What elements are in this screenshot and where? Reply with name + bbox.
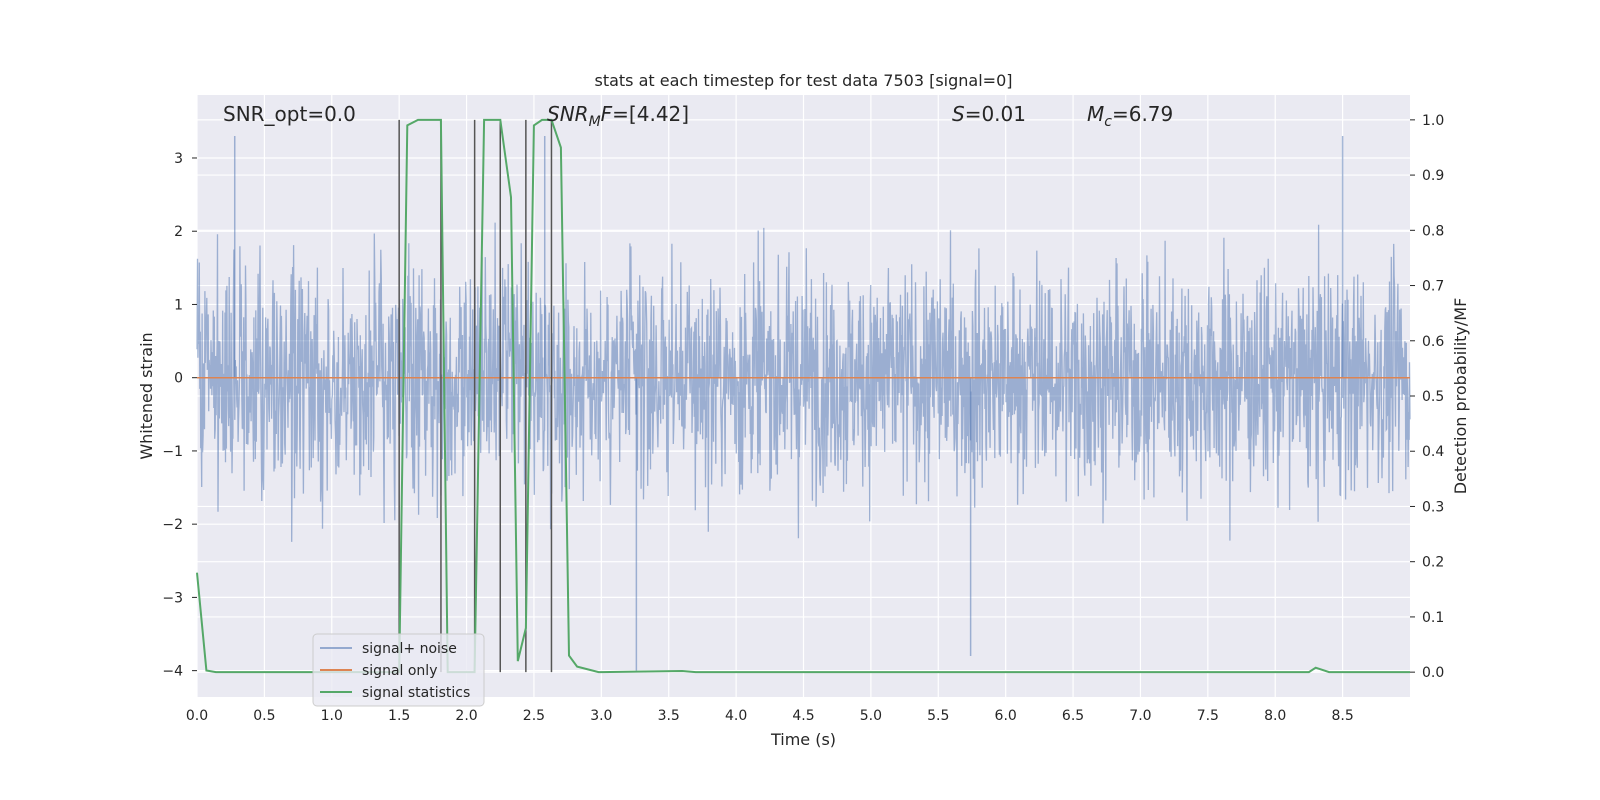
x-tick-label: 3.5 <box>658 708 680 724</box>
y-right-tick-label: 1.0 <box>1422 113 1444 129</box>
x-tick-label: 6.5 <box>1062 708 1084 724</box>
x-tick-label: 5.5 <box>927 708 949 724</box>
y-tick-label: −3 <box>162 590 183 606</box>
x-tick-label: 6.0 <box>995 708 1017 724</box>
series-signal-statistics <box>196 118 1410 674</box>
x-tick-label: 8.0 <box>1264 708 1286 724</box>
annotation-mc-subscript: c <box>1104 114 1112 130</box>
y-tick-label: 2 <box>174 224 183 240</box>
y-tick-label: −2 <box>162 517 183 533</box>
y-axis-ticks: −4 −3 −2 −1 0 1 2 3 <box>162 151 197 680</box>
annotation-snr-mf-value: =[4.42] <box>612 102 689 126</box>
legend-label-signal-statistics: signal statistics <box>362 685 470 701</box>
y-right-tick-label: 0.3 <box>1422 499 1444 515</box>
x-tick-label: 1.0 <box>321 708 343 724</box>
legend-box <box>312 633 485 707</box>
y-right-tick-label: 0.9 <box>1422 168 1444 184</box>
legend-label-signal-only: signal only <box>362 663 437 679</box>
x-tick-label: 2.5 <box>523 708 545 724</box>
annotation-mc-value: =6.79 <box>1112 102 1173 126</box>
x-tick-label: 1.5 <box>388 708 410 724</box>
legend: signal+ noise signal only signal statist… <box>312 633 485 707</box>
annotation-snr-opt: SNR_opt=0.0 <box>223 102 356 126</box>
chart-title: stats at each timestep for test data 750… <box>594 71 1012 90</box>
y-tick-label: 0 <box>174 371 183 387</box>
y-right-tick-label: 0.1 <box>1422 610 1444 626</box>
x-tick-label: 7.5 <box>1197 708 1219 724</box>
y-tick-label: −4 <box>162 664 183 680</box>
x-tick-label: 4.0 <box>725 708 747 724</box>
y-tick-label: 3 <box>174 151 183 167</box>
y-right-tick-label: 0.7 <box>1422 279 1444 295</box>
x-tick-label: 0.5 <box>253 708 275 724</box>
y-axis-label: Whitened strain <box>137 332 156 459</box>
y-right-tick-label: 0.2 <box>1422 555 1444 571</box>
y-right-tick-label: 0.8 <box>1422 223 1444 239</box>
y-right-tick-label: 0.5 <box>1422 389 1444 405</box>
y-tick-label: −1 <box>162 444 183 460</box>
x-tick-label: 8.5 <box>1331 708 1353 724</box>
annotation-s-symbol: S <box>952 102 965 126</box>
annotation-mc: Mc=6.79 <box>1087 102 1173 130</box>
signal-statistics-line <box>196 118 1410 674</box>
annotation-snr-mf-subscript: M <box>589 114 601 130</box>
annotation-snr-mf: SNRMF=[4.42] <box>547 102 689 130</box>
legend-label-signal-noise: signal+ noise <box>362 641 457 657</box>
annotation-snr-mf-symbol: SNR <box>547 102 589 126</box>
x-tick-label: 5.0 <box>860 708 882 724</box>
x-tick-label: 7.0 <box>1129 708 1151 724</box>
x-axis-ticks: 0.0 0.5 1.0 1.5 2.0 2.5 3.0 3.5 4.0 4.5 5.0 5.5 6.0 6… <box>186 708 1354 724</box>
x-tick-label: 3.0 <box>590 708 612 724</box>
y-tick-label: 1 <box>174 297 183 313</box>
y-right-tick-label: 0.4 <box>1422 444 1444 460</box>
y-right-tick-label: 0.0 <box>1422 665 1444 681</box>
y-right-tick-label: 0.6 <box>1422 334 1444 350</box>
x-tick-label: 2.0 <box>455 708 477 724</box>
annotation-s-value: =0.01 <box>965 102 1026 126</box>
y-right-axis-label: Detection probability/MF <box>1451 298 1470 495</box>
annotation-snr-mf-symbol2: F <box>601 102 613 126</box>
annotation-s: S=0.01 <box>952 102 1026 126</box>
x-axis-label: Time (s) <box>770 730 836 749</box>
x-tick-label: 4.5 <box>792 708 814 724</box>
annotation-mc-symbol: M <box>1087 102 1104 126</box>
y-right-axis-ticks: 0.0 0.1 0.2 0.3 0.4 0.5 0.6 0.7 0.8 0.9 1.0 <box>1410 113 1444 681</box>
x-tick-label: 0.0 <box>186 708 208 724</box>
